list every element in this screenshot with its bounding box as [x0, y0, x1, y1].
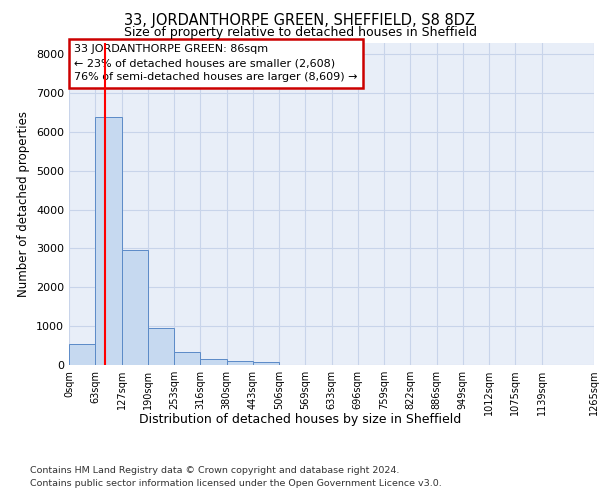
Text: Contains public sector information licensed under the Open Government Licence v3: Contains public sector information licen… — [30, 479, 442, 488]
Bar — [227, 360, 253, 365]
Text: 33 JORDANTHORPE GREEN: 86sqm
← 23% of detached houses are smaller (2,608)
76% of: 33 JORDANTHORPE GREEN: 86sqm ← 23% of de… — [74, 44, 358, 82]
Bar — [69, 344, 95, 365]
Text: Contains HM Land Registry data © Crown copyright and database right 2024.: Contains HM Land Registry data © Crown c… — [30, 466, 400, 475]
Bar — [95, 117, 122, 365]
Bar — [174, 352, 200, 365]
Bar — [148, 328, 174, 365]
Bar — [253, 362, 279, 365]
Text: 33, JORDANTHORPE GREEN, SHEFFIELD, S8 8DZ: 33, JORDANTHORPE GREEN, SHEFFIELD, S8 8D… — [125, 12, 476, 28]
Bar — [122, 250, 148, 365]
Y-axis label: Number of detached properties: Number of detached properties — [17, 111, 31, 296]
Bar — [200, 359, 227, 365]
Text: Size of property relative to detached houses in Sheffield: Size of property relative to detached ho… — [124, 26, 476, 39]
Text: Distribution of detached houses by size in Sheffield: Distribution of detached houses by size … — [139, 412, 461, 426]
